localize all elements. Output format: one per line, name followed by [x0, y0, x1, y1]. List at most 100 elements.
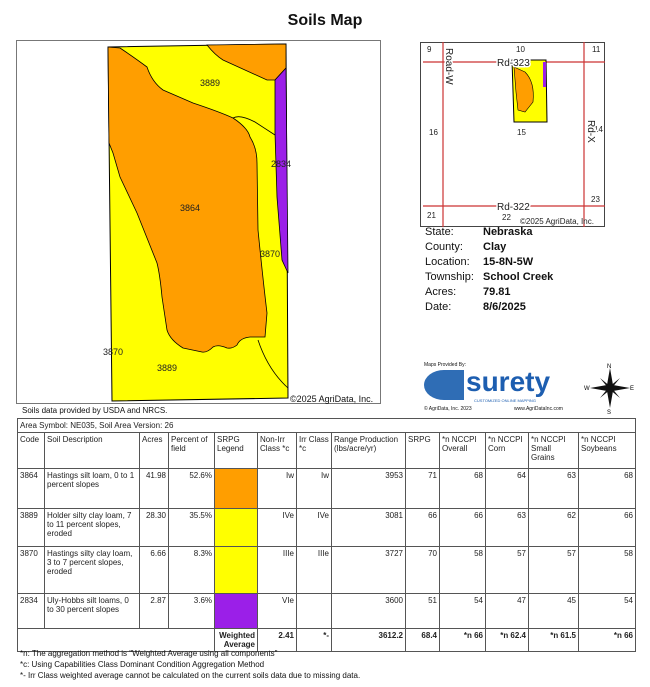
inset-section: 16: [429, 128, 438, 137]
footnote: *n: The aggregation method is "Weighted …: [20, 649, 278, 658]
srpg-legend-swatch: [214, 468, 258, 509]
srpg-legend-swatch: [214, 546, 258, 594]
cell-overall: 54: [439, 593, 486, 629]
compass-n: N: [607, 364, 611, 370]
globe-icon: [424, 370, 464, 400]
surety-logo: Maps Provided By: surety CUSTOMIZED ONLI…: [424, 362, 574, 416]
srpg-legend-swatch: [214, 508, 258, 547]
cell-nonirr: IVe: [257, 508, 297, 547]
cell-small: 63: [528, 468, 579, 509]
inset-section: 21: [427, 211, 436, 220]
col-header: *n NCCPI Corn: [485, 432, 529, 469]
footnote: *c: Using Capabilities Class Dominant Co…: [20, 660, 265, 669]
cell-overall: 58: [439, 546, 486, 594]
cell-corn: 63: [485, 508, 529, 547]
cell-small: 45: [528, 593, 579, 629]
soils-table: Area Symbol: NE035, Soil Area Version: 2…: [17, 418, 636, 652]
wa-small: *n 61.5: [528, 628, 579, 652]
info-label: Township:: [425, 271, 474, 283]
col-header: SRPG Legend: [214, 432, 258, 469]
cell-srpg: 71: [405, 468, 440, 509]
cell-soy: 54: [578, 593, 636, 629]
logo-tagline: CUSTOMIZED ONLINE MAPPING: [474, 398, 536, 403]
logo-name: surety: [466, 366, 551, 397]
cell-pct: 3.6%: [168, 593, 215, 629]
info-label: State:: [425, 226, 454, 238]
col-header: Code: [17, 432, 45, 469]
inset-section: 22: [502, 213, 511, 222]
weighted-average-row: Weighted Average 2.41 *- 3612.2 68.4 *n 66 *n…: [17, 628, 636, 652]
cell-irr: [296, 593, 332, 629]
header-row: Code Soil Description Acres Percent of fiel…: [17, 432, 636, 469]
table-row: 3864 Hastings silt loam, 0 to 1 percent s…: [17, 468, 636, 509]
info-label: Location:: [425, 256, 470, 268]
cell-pct: 52.6%: [168, 468, 215, 509]
cell-range: 3953: [331, 468, 406, 509]
wa-irr: *-: [296, 628, 332, 652]
inset-section: 10: [516, 45, 525, 54]
logo-caption: Maps Provided By:: [424, 362, 466, 368]
cell-soy: 58: [578, 546, 636, 594]
cell-irr: IVe: [296, 508, 332, 547]
cell-overall: 68: [439, 468, 486, 509]
inset-section: 23: [591, 195, 600, 204]
col-header: Percent of field: [168, 432, 215, 469]
srpg-legend-swatch: [214, 593, 258, 629]
map-label: 3864: [180, 203, 200, 213]
table-row: 3889 Holder silty clay loam, 7 to 11 perc…: [17, 508, 636, 547]
col-header: Soil Description: [44, 432, 140, 469]
cell-desc: Hastings silt loam, 0 to 1 percent slope…: [44, 468, 140, 509]
wa-srpg: 68.4: [405, 628, 440, 652]
cell-pct: 8.3%: [168, 546, 215, 594]
info-value: Nebraska: [483, 226, 533, 238]
info-value: 8/6/2025: [483, 301, 526, 313]
cell-acres: 28.30: [139, 508, 169, 547]
cell-code: 3870: [17, 546, 45, 594]
soils-map-drawing: 3889 3864 2834 3870 3870 3889: [103, 43, 291, 402]
cell-acres: 41.98: [139, 468, 169, 509]
col-header: *n NCCPI Soybeans: [578, 432, 636, 469]
inset-section: 15: [517, 128, 526, 137]
cell-range: 3600: [331, 593, 406, 629]
table-row: 3870 Hastings silty clay loam, 3 to 7 per…: [17, 546, 636, 594]
cell-corn: 64: [485, 468, 529, 509]
col-header: Acres: [139, 432, 169, 469]
soils-map: [16, 40, 381, 404]
col-header: *n NCCPI Overall: [439, 432, 486, 469]
info-value: 79.81: [483, 286, 511, 298]
map-label: 2834: [271, 159, 291, 169]
cell-acres: 2.87: [139, 593, 169, 629]
compass-w: W: [584, 386, 590, 392]
soil-3864-orange: [107, 46, 268, 353]
info-value: School Creek: [483, 271, 554, 283]
cell-overall: 66: [439, 508, 486, 547]
cell-small: 62: [528, 508, 579, 547]
wa-overall: *n 66: [439, 628, 486, 652]
inset-section: 11: [592, 45, 601, 54]
col-header: Non-Irr Class *c: [257, 432, 297, 469]
info-label: County:: [425, 241, 463, 253]
cell-desc: Holder silty clay loam, 7 to 11 percent …: [44, 508, 140, 547]
table-row: 2834 Uly-Hobbs silt loams, 0 to 30 percen…: [17, 593, 636, 629]
compass-s: S: [607, 410, 611, 414]
cell-desc: Hastings silty clay loam, 3 to 7 percent…: [44, 546, 140, 594]
info-value: 15-8N-5W: [483, 256, 534, 268]
cell-nonirr: Iw: [257, 468, 297, 509]
cell-small: 57: [528, 546, 579, 594]
inset-section: 14: [594, 125, 603, 134]
soil-2834-purple: [274, 66, 289, 274]
wa-label: Weighted Average: [214, 628, 258, 652]
cell-range: 3727: [331, 546, 406, 594]
col-header: SRPG: [405, 432, 440, 469]
inset-drawing: 9 10 11 16 15 14 21 22 23 Rd-323 Road-W …: [423, 42, 605, 227]
cell-soy: 68: [578, 468, 636, 509]
map-label: 3870: [103, 347, 123, 357]
inset-section: 9: [427, 45, 432, 54]
cell-srpg: 66: [405, 508, 440, 547]
info-label: Date:: [425, 301, 452, 313]
map-label: 3870: [260, 249, 280, 259]
compass-rose-icon: N S E W: [584, 364, 634, 414]
cell-code: 3889: [17, 508, 45, 547]
cell-range: 3081: [331, 508, 406, 547]
cell-srpg: 70: [405, 546, 440, 594]
